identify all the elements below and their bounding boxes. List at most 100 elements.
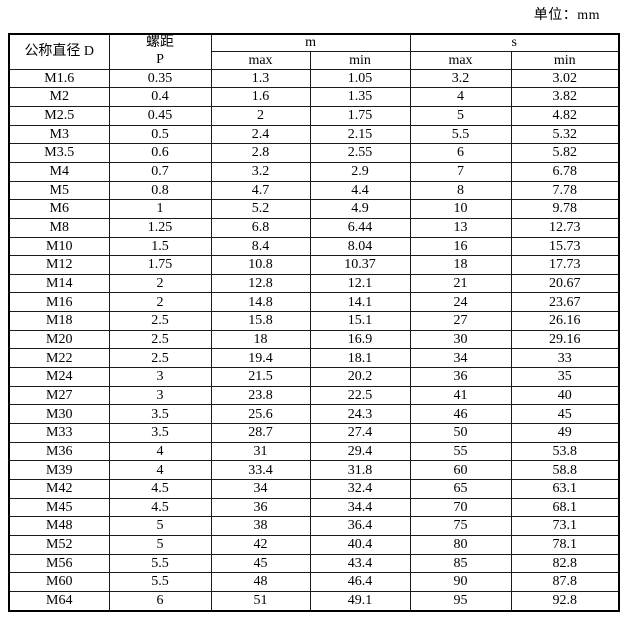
table-row: M22 2.5 19.4 18.1 34 33 [8, 348, 620, 369]
cell-m-max: 4.7 [210, 180, 311, 201]
cell-diameter: M52 [8, 535, 110, 555]
cell-pitch: 3.5 [108, 404, 212, 425]
cell-m-min: 10.37 [309, 255, 411, 275]
cell-pitch: 2.5 [108, 329, 212, 350]
cell-m-max: 21.5 [210, 367, 311, 387]
cell-m-min: 43.4 [309, 553, 411, 574]
table-row: M52 5 42 40.4 80 78.1 [8, 535, 620, 555]
table-row: M33 3.5 28.7 27.4 50 49 [8, 423, 620, 443]
cell-m-min: 22.5 [309, 385, 411, 406]
header-group-s: s [409, 33, 620, 53]
nut-dimensions-table: 公称直径 D 螺距 P m s max min max min M1.6 0.35… [8, 33, 621, 612]
cell-diameter: M14 [8, 273, 110, 294]
cell-s-max: 24 [409, 292, 512, 313]
cell-pitch: 0.35 [108, 68, 212, 89]
header-row-groups: 公称直径 D 螺距 P m s [8, 33, 620, 70]
cell-m-min: 14.1 [309, 292, 411, 313]
cell-s-max: 13 [409, 217, 512, 238]
table-row: M4 0.7 3.2 2.9 7 6.78 [8, 161, 620, 182]
cell-s-min: 33 [510, 348, 620, 369]
cell-m-min: 27.4 [309, 423, 411, 443]
cell-m-max: 38 [210, 516, 311, 536]
cell-m-min: 6.44 [309, 217, 411, 238]
cell-diameter: M33 [8, 423, 110, 443]
header-pitch: 螺距 P [108, 33, 212, 70]
cell-m-min: 29.4 [309, 441, 411, 462]
header-s-max: max [409, 51, 512, 70]
cell-s-min: 26.16 [510, 311, 620, 331]
cell-s-min: 78.1 [510, 535, 620, 555]
cell-s-max: 5 [409, 105, 512, 126]
cell-pitch: 5 [108, 516, 212, 536]
cell-m-max: 48 [210, 572, 311, 592]
cell-m-max: 10.8 [210, 255, 311, 275]
cell-diameter: M18 [8, 311, 110, 331]
cell-pitch: 5.5 [108, 553, 212, 574]
cell-diameter: M27 [8, 385, 110, 406]
cell-m-max: 2.8 [210, 143, 311, 163]
cell-m-min: 34.4 [309, 497, 411, 518]
cell-pitch: 4.5 [108, 497, 212, 518]
cell-s-min: 63.1 [510, 479, 620, 499]
cell-s-max: 5.5 [409, 124, 512, 145]
cell-s-min: 17.73 [510, 255, 620, 275]
cell-m-max: 2 [210, 105, 311, 126]
header-group-m: m [210, 33, 411, 53]
cell-m-min: 18.1 [309, 348, 411, 369]
cell-s-min: 73.1 [510, 516, 620, 536]
cell-s-max: 55 [409, 441, 512, 462]
cell-s-min: 87.8 [510, 572, 620, 592]
cell-s-min: 40 [510, 385, 620, 406]
cell-s-max: 60 [409, 460, 512, 481]
table-row: M48 5 38 36.4 75 73.1 [8, 516, 620, 536]
cell-pitch: 0.45 [108, 105, 212, 126]
cell-pitch: 1.5 [108, 236, 212, 257]
cell-diameter: M48 [8, 516, 110, 536]
cell-m-min: 1.05 [309, 68, 411, 89]
cell-diameter: M4 [8, 161, 110, 182]
cell-pitch: 3.5 [108, 423, 212, 443]
table-row: M36 4 31 29.4 55 53.8 [8, 441, 620, 462]
cell-pitch: 5 [108, 535, 212, 555]
cell-m-min: 4.4 [309, 180, 411, 201]
cell-s-max: 36 [409, 367, 512, 387]
cell-diameter: M5 [8, 180, 110, 201]
cell-s-min: 5.82 [510, 143, 620, 163]
cell-pitch: 1.25 [108, 217, 212, 238]
table-row: M1.6 0.35 1.3 1.05 3.2 3.02 [8, 68, 620, 89]
cell-diameter: M12 [8, 255, 110, 275]
table-row: M3.5 0.6 2.8 2.55 6 5.82 [8, 143, 620, 163]
cell-m-min: 46.4 [309, 572, 411, 592]
cell-pitch: 0.7 [108, 161, 212, 182]
cell-m-max: 31 [210, 441, 311, 462]
table-row: M20 2.5 18 16.9 30 29.16 [8, 329, 620, 350]
cell-m-max: 2.4 [210, 124, 311, 145]
cell-diameter: M60 [8, 572, 110, 592]
cell-s-min: 35 [510, 367, 620, 387]
cell-pitch: 1.75 [108, 255, 212, 275]
cell-pitch: 0.8 [108, 180, 212, 201]
cell-s-max: 30 [409, 329, 512, 350]
cell-m-min: 1.75 [309, 105, 411, 126]
cell-s-min: 7.78 [510, 180, 620, 201]
cell-s-max: 4 [409, 87, 512, 107]
cell-s-min: 3.02 [510, 68, 620, 89]
table-row: M2 0.4 1.6 1.35 4 3.82 [8, 87, 620, 107]
cell-pitch: 4.5 [108, 479, 212, 499]
cell-diameter: M56 [8, 553, 110, 574]
cell-m-max: 1.6 [210, 87, 311, 107]
cell-s-min: 6.78 [510, 161, 620, 182]
cell-m-max: 5.2 [210, 199, 311, 219]
header-pitch-label-cn: 螺距 [146, 35, 174, 50]
cell-diameter: M42 [8, 479, 110, 499]
cell-pitch: 0.4 [108, 87, 212, 107]
table-row: M10 1.5 8.4 8.04 16 15.73 [8, 236, 620, 257]
cell-m-max: 19.4 [210, 348, 311, 369]
cell-s-min: 9.78 [510, 199, 620, 219]
cell-diameter: M22 [8, 348, 110, 369]
cell-s-max: 10 [409, 199, 512, 219]
cell-s-max: 85 [409, 553, 512, 574]
cell-diameter: M2.5 [8, 105, 110, 126]
cell-s-min: 58.8 [510, 460, 620, 481]
cell-s-max: 8 [409, 180, 512, 201]
